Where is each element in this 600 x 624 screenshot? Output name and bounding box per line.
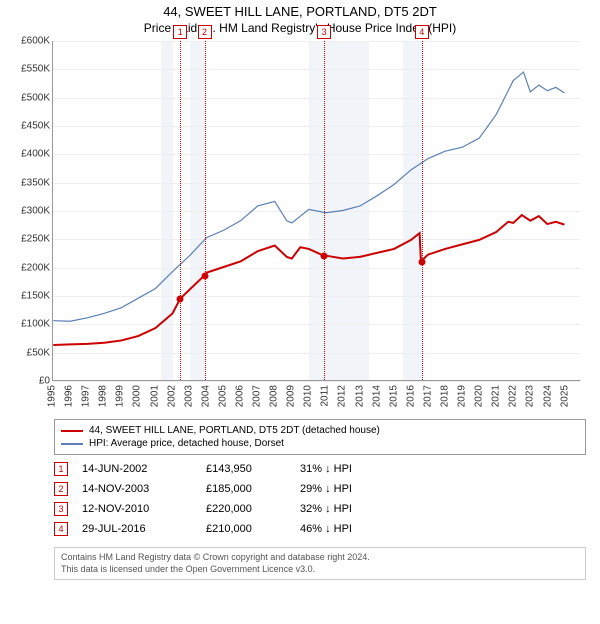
sale-marker-label: 1 [173, 25, 187, 39]
x-tick-label: 2000 [132, 385, 143, 407]
x-tick-label: 2020 [474, 385, 485, 407]
sale-marker-label: 4 [415, 25, 429, 39]
legend-label: 44, SWEET HILL LANE, PORTLAND, DT5 2DT (… [89, 425, 380, 436]
x-tick-label: 1999 [115, 385, 126, 407]
sales-row: 4 29-JUL-2016 £210,000 46% ↓ HPI [54, 519, 586, 539]
y-tick-label: £200K [4, 262, 50, 273]
sales-row-price: £143,950 [206, 463, 286, 475]
x-tick-label: 2007 [252, 385, 263, 407]
x-tick-label: 2019 [457, 385, 468, 407]
sale-point [321, 253, 328, 260]
x-tick-label: 1997 [81, 385, 92, 407]
y-tick-label: £550K [4, 64, 50, 75]
sales-row: 3 12-NOV-2010 £220,000 32% ↓ HPI [54, 499, 586, 519]
y-tick-label: £50K [4, 347, 50, 358]
x-tick-label: 2013 [354, 385, 365, 407]
x-tick-label: 2002 [166, 385, 177, 407]
legend-swatch [61, 443, 83, 445]
sales-row: 2 14-NOV-2003 £185,000 29% ↓ HPI [54, 479, 586, 499]
legend-item: HPI: Average price, detached house, Dors… [61, 437, 579, 450]
sales-row-date: 29-JUL-2016 [82, 523, 192, 535]
x-tick-label: 2011 [320, 385, 331, 407]
x-tick-label: 2012 [337, 385, 348, 407]
sale-vline [324, 41, 325, 380]
chart-subtitle: Price paid vs. HM Land Registry's House … [0, 21, 600, 35]
sales-row-diff: 31% ↓ HPI [300, 463, 410, 475]
x-tick-label: 2009 [286, 385, 297, 407]
legend-swatch [61, 430, 83, 432]
y-tick-label: £350K [4, 177, 50, 188]
legend: 44, SWEET HILL LANE, PORTLAND, DT5 2DT (… [54, 419, 586, 455]
x-tick-label: 2021 [491, 385, 502, 407]
y-tick-label: £600K [4, 36, 50, 47]
sales-row-diff: 29% ↓ HPI [300, 483, 410, 495]
x-tick-label: 2022 [508, 385, 519, 407]
sale-marker-label: 3 [317, 25, 331, 39]
footer-attribution: Contains HM Land Registry data © Crown c… [54, 547, 586, 580]
sales-row-date: 14-NOV-2003 [82, 483, 192, 495]
sale-vline [180, 41, 181, 380]
x-tick-label: 2006 [234, 385, 245, 407]
x-tick-label: 2016 [405, 385, 416, 407]
x-tick-label: 1998 [98, 385, 109, 407]
y-gridline [53, 381, 580, 382]
sale-vline [422, 41, 423, 380]
chart-container: 1234 £0£50K£100K£150K£200K£250K£300K£350… [10, 41, 590, 413]
y-tick-label: £500K [4, 92, 50, 103]
x-tick-label: 2004 [200, 385, 211, 407]
sale-point [201, 273, 208, 280]
plot-area: 1234 [52, 41, 580, 381]
x-tick-label: 2024 [542, 385, 553, 407]
sales-row-price: £210,000 [206, 523, 286, 535]
y-tick-label: £250K [4, 234, 50, 245]
sales-row-price: £220,000 [206, 503, 286, 515]
chart-svg [53, 41, 580, 380]
x-tick-label: 2023 [525, 385, 536, 407]
x-tick-label: 1996 [64, 385, 75, 407]
sales-row: 1 14-JUN-2002 £143,950 31% ↓ HPI [54, 459, 586, 479]
x-tick-label: 2005 [217, 385, 228, 407]
sales-row-marker: 2 [54, 482, 68, 496]
x-tick-label: 2003 [183, 385, 194, 407]
y-tick-label: £0 [4, 376, 50, 387]
sales-row-date: 12-NOV-2010 [82, 503, 192, 515]
x-tick-label: 1995 [47, 385, 58, 407]
sale-point [418, 259, 425, 266]
sales-row-diff: 32% ↓ HPI [300, 503, 410, 515]
legend-item: 44, SWEET HILL LANE, PORTLAND, DT5 2DT (… [61, 424, 579, 437]
sales-row-marker: 1 [54, 462, 68, 476]
y-tick-label: £300K [4, 206, 50, 217]
sale-point [177, 296, 184, 303]
sales-row-price: £185,000 [206, 483, 286, 495]
sale-vline [205, 41, 206, 380]
sales-row-date: 14-JUN-2002 [82, 463, 192, 475]
sales-row-marker: 4 [54, 522, 68, 536]
x-tick-label: 2018 [440, 385, 451, 407]
series-property [53, 215, 564, 345]
x-tick-label: 2010 [303, 385, 314, 407]
sales-row-marker: 3 [54, 502, 68, 516]
series-hpi [53, 72, 564, 321]
y-tick-label: £100K [4, 319, 50, 330]
legend-label: HPI: Average price, detached house, Dors… [89, 438, 284, 449]
x-tick-label: 2017 [422, 385, 433, 407]
x-tick-label: 2008 [269, 385, 280, 407]
x-tick-label: 2014 [371, 385, 382, 407]
chart-title: 44, SWEET HILL LANE, PORTLAND, DT5 2DT [0, 4, 600, 19]
y-tick-label: £400K [4, 149, 50, 160]
sales-table: 1 14-JUN-2002 £143,950 31% ↓ HPI 2 14-NOV-200… [54, 459, 586, 539]
sale-marker-label: 2 [198, 25, 212, 39]
footer-line: This data is licensed under the Open Gov… [61, 564, 579, 576]
x-tick-label: 2025 [559, 385, 570, 407]
footer-line: Contains HM Land Registry data © Crown c… [61, 552, 579, 564]
x-tick-label: 2001 [149, 385, 160, 407]
x-tick-label: 2015 [388, 385, 399, 407]
sales-row-diff: 46% ↓ HPI [300, 523, 410, 535]
y-tick-label: £150K [4, 291, 50, 302]
y-tick-label: £450K [4, 121, 50, 132]
